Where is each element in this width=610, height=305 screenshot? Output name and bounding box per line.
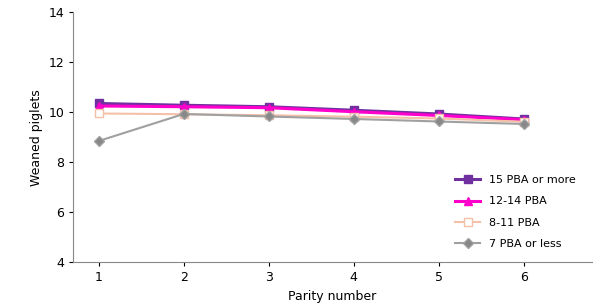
8-11 PBA xyxy=(520,120,528,124)
15 PBA or more xyxy=(435,112,442,116)
7 PBA or less xyxy=(520,122,528,126)
7 PBA or less xyxy=(435,120,442,123)
Line: 8-11 PBA: 8-11 PBA xyxy=(95,110,528,126)
X-axis label: Parity number: Parity number xyxy=(289,290,376,303)
8-11 PBA xyxy=(435,117,442,120)
12-14 PBA xyxy=(265,106,272,109)
12-14 PBA xyxy=(180,105,187,109)
8-11 PBA xyxy=(350,115,357,119)
8-11 PBA xyxy=(180,113,187,116)
Legend: 15 PBA or more, 12-14 PBA, 8-11 PBA, 7 PBA or less: 15 PBA or more, 12-14 PBA, 8-11 PBA, 7 P… xyxy=(450,170,581,254)
15 PBA or more xyxy=(520,117,528,121)
Line: 15 PBA or more: 15 PBA or more xyxy=(95,100,528,123)
Line: 12-14 PBA: 12-14 PBA xyxy=(95,102,528,124)
7 PBA or less xyxy=(180,112,187,116)
15 PBA or more xyxy=(180,103,187,107)
15 PBA or more xyxy=(350,108,357,112)
15 PBA or more xyxy=(265,105,272,109)
7 PBA or less xyxy=(350,117,357,121)
12-14 PBA xyxy=(350,110,357,113)
8-11 PBA xyxy=(95,112,102,115)
8-11 PBA xyxy=(265,113,272,117)
7 PBA or less xyxy=(95,139,102,143)
7 PBA or less xyxy=(265,115,272,118)
12-14 PBA xyxy=(520,118,528,122)
12-14 PBA xyxy=(435,114,442,117)
12-14 PBA xyxy=(95,104,102,108)
Y-axis label: Weaned piglets: Weaned piglets xyxy=(30,89,43,186)
Line: 7 PBA or less: 7 PBA or less xyxy=(95,110,528,145)
15 PBA or more xyxy=(95,102,102,105)
